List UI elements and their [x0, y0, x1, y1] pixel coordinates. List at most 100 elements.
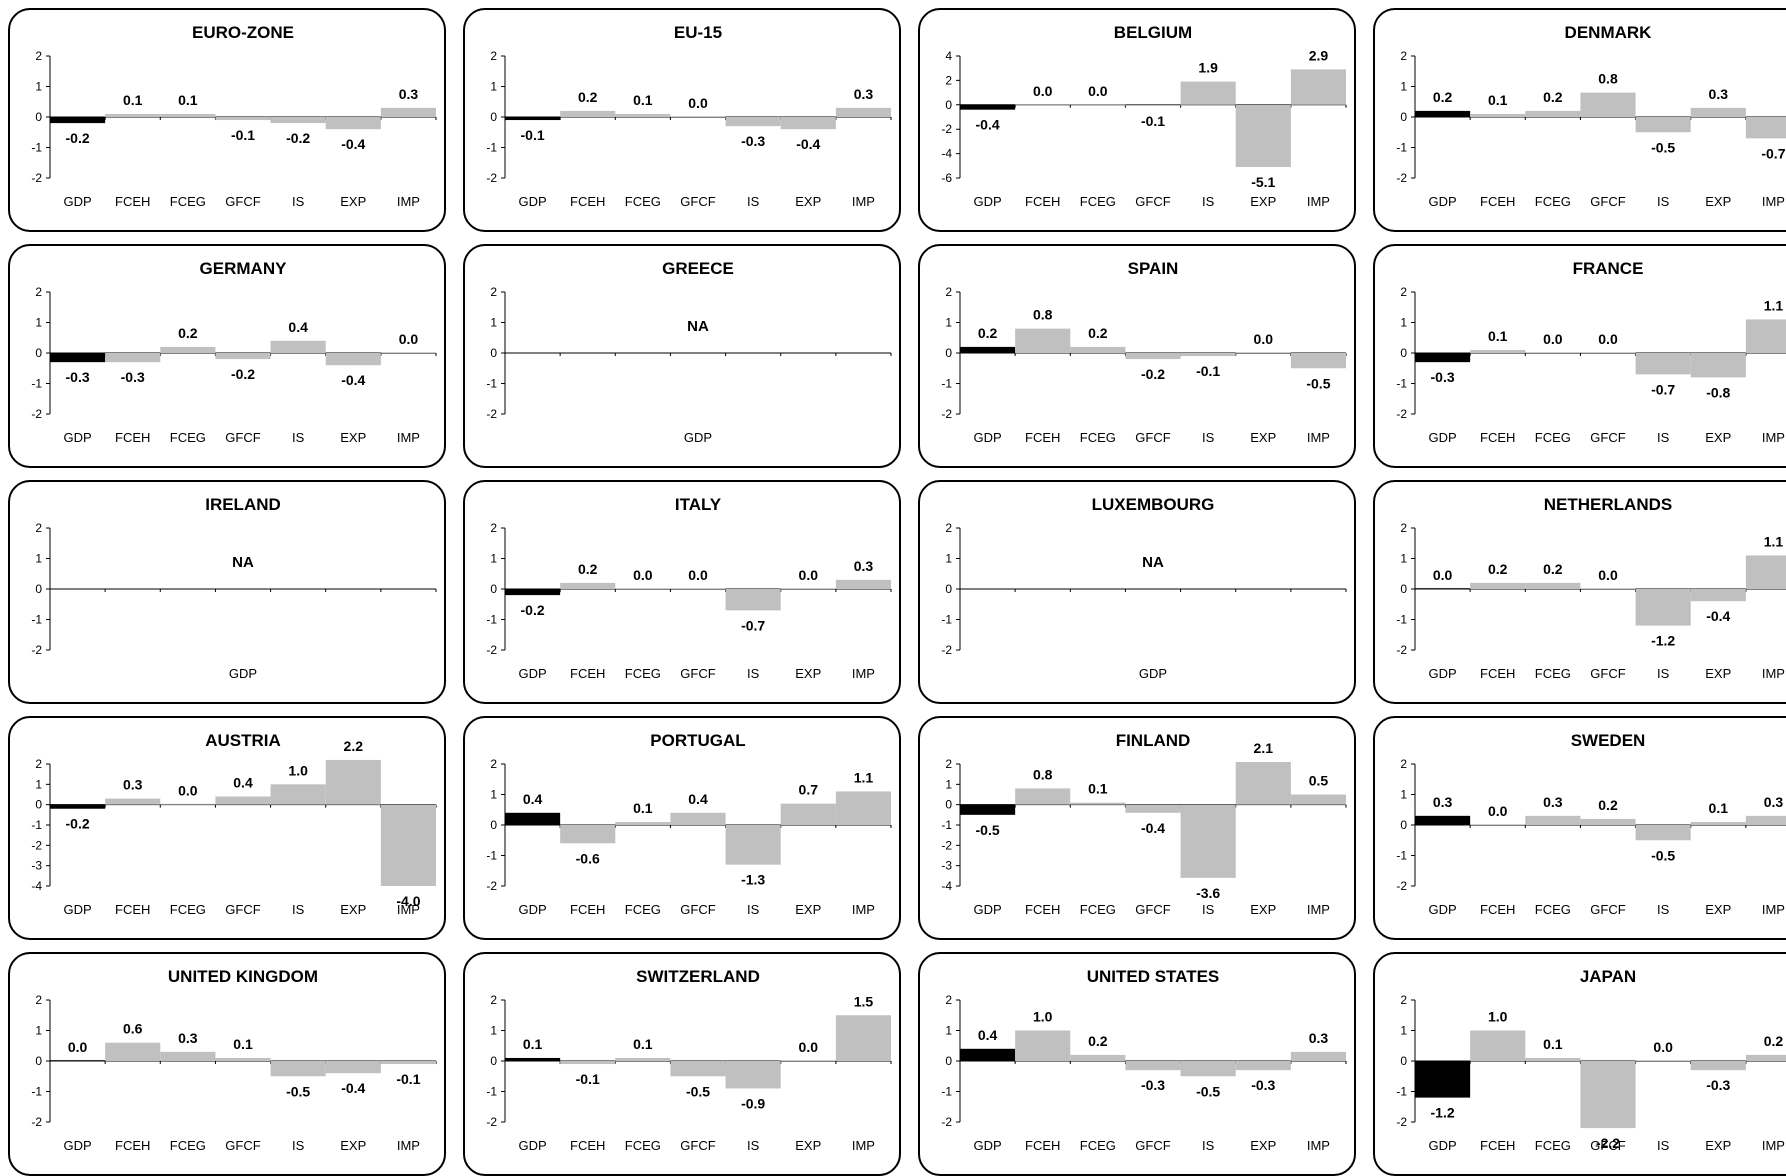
bar [835, 791, 891, 825]
y-tick-label: -6 [941, 171, 952, 185]
data-label: 2.2 [344, 738, 364, 754]
bar [1415, 353, 1471, 363]
bar [270, 117, 326, 124]
y-tick-label: 2 [490, 757, 497, 771]
chart-svg: EU-15 -2 -1 0 1 2 -0.1 GDP 0.2 FCEH 0.1 FCEG 0.0 GFCF… [486, 23, 892, 209]
data-label: 2.1 [1254, 740, 1274, 756]
data-label: 0.2 [1598, 797, 1618, 813]
data-label: -0.3 [1141, 1077, 1165, 1093]
bar [1745, 1054, 1786, 1061]
x-tick-label: FCEG [1535, 194, 1571, 209]
bar [1015, 1030, 1071, 1061]
data-label: -0.6 [576, 850, 600, 866]
data-label: 0.0 [1488, 803, 1508, 819]
data-label: -0.4 [341, 1080, 365, 1096]
y-tick-label: 1 [1400, 80, 1407, 94]
y-tick-label: 1 [490, 788, 497, 802]
chart-panel: EU-15 -2 -1 0 1 2 -0.1 GDP 0.2 FCEH 0.1 FCEG 0.0 GFCF… [463, 8, 901, 232]
data-label: -0.5 [286, 1083, 310, 1099]
y-tick-label: 0 [35, 798, 42, 812]
data-label: 0.0 [1254, 331, 1274, 347]
chart-title: NETHERLANDS [1544, 495, 1672, 514]
chart-panel: DENMARK -2 -1 0 1 2 0.2 GDP 0.1 FCEH 0.2 FCEG 0.8 GFC… [1373, 8, 1786, 232]
x-tick-label: EXP [795, 666, 821, 681]
x-tick-label: FCEG [1080, 902, 1116, 917]
data-label: 0.1 [523, 1036, 543, 1052]
chart-svg: ITALY -2 -1 0 1 2 -0.2 GDP 0.2 FCEH 0.0 FCEG 0.0 GFCF… [486, 495, 892, 681]
data-label: -0.3 [1251, 1077, 1275, 1093]
bar [1235, 352, 1291, 353]
data-label: 0.1 [1709, 800, 1729, 816]
x-tick-label: EXP [340, 194, 366, 209]
y-tick-label: -2 [486, 643, 497, 657]
bar [615, 821, 671, 825]
bar [1635, 589, 1691, 626]
x-tick-label: GFCF [680, 902, 715, 917]
x-tick-label: FCEG [170, 430, 206, 445]
data-label: -0.3 [121, 369, 145, 385]
bar [1580, 1061, 1636, 1129]
bar [1635, 825, 1691, 841]
x-tick-label: GFCF [1135, 430, 1170, 445]
x-tick-label: IMP [1762, 430, 1785, 445]
bar [835, 1015, 891, 1061]
bar [160, 1051, 216, 1061]
x-tick-label: FCEG [1535, 666, 1571, 681]
x-tick-label: IS [1202, 1138, 1215, 1153]
data-label: 0.1 [1543, 1036, 1563, 1052]
y-tick-label: 0 [35, 1054, 42, 1068]
y-tick-label: -2 [31, 838, 42, 852]
x-tick-label: FCEH [1025, 430, 1060, 445]
bar [215, 796, 271, 805]
x-tick-label: IS [1657, 902, 1670, 917]
x-tick-label: GDP [1139, 666, 1167, 681]
y-tick-label: -2 [941, 407, 952, 421]
data-label: 0.3 [123, 777, 143, 793]
data-label: -0.4 [1141, 820, 1165, 836]
bar [560, 582, 616, 589]
chart-title: AUSTRIA [205, 731, 281, 750]
chart-panel: IRELAND -2 -1 0 1 2 NA GDP [8, 480, 446, 704]
bar [325, 759, 381, 805]
y-tick-label: 0 [490, 1054, 497, 1068]
chart-svg: PORTUGAL -2 -1 0 1 2 0.4 GDP -0.6 FCEH 0.1 FCEG 0.4 G… [486, 731, 892, 917]
bar [1525, 352, 1581, 353]
bar [1125, 1061, 1181, 1071]
bar [105, 353, 161, 363]
bar [560, 110, 616, 117]
data-label: 0.2 [1488, 561, 1508, 577]
bar [780, 803, 836, 825]
y-tick-label: 0 [490, 582, 497, 596]
data-label: -0.1 [1196, 363, 1220, 379]
bar [215, 1057, 271, 1061]
y-tick-label: -2 [941, 1115, 952, 1129]
chart-panel: FRANCE -2 -1 0 1 2 -0.3 GDP 0.1 FCEH 0.0 FCEG 0.0 GFC… [1373, 244, 1786, 468]
data-label: 0.1 [178, 92, 198, 108]
data-label: 0.8 [1033, 766, 1053, 782]
y-tick-label: -2 [1396, 171, 1407, 185]
data-label: -0.1 [231, 127, 255, 143]
chart-title: IRELAND [205, 495, 281, 514]
bar [1235, 104, 1291, 168]
data-label: 0.1 [123, 92, 143, 108]
x-tick-label: FCEG [1080, 430, 1116, 445]
data-label: -0.7 [741, 617, 765, 633]
y-tick-label: -1 [31, 613, 42, 627]
x-tick-label: FCEH [570, 666, 605, 681]
bar [1690, 1061, 1746, 1071]
y-tick-label: -2 [941, 838, 952, 852]
x-tick-label: IMP [852, 902, 875, 917]
bar [615, 113, 671, 117]
chart-title: ITALY [675, 495, 722, 514]
y-tick-label: -4 [941, 147, 952, 161]
x-tick-label: GFCF [680, 194, 715, 209]
chart-panel: UNITED KINGDOM -2 -1 0 1 2 0.0 GDP 0.6 FCEH 0.3 FCE… [8, 952, 446, 1176]
x-tick-label: GDP [229, 666, 257, 681]
x-tick-label: FCEG [1535, 1138, 1571, 1153]
x-tick-label: FCEG [1080, 194, 1116, 209]
data-label: 0.4 [233, 775, 253, 791]
y-tick-label: 1 [1400, 552, 1407, 566]
y-tick-label: 2 [35, 285, 42, 299]
chart-panel: BELGIUM -6 -4 -2 0 2 4 -0.4 GDP 0.0 FCEH 0.0 FCEG -0.… [918, 8, 1356, 232]
chart-title: SWEDEN [1571, 731, 1646, 750]
